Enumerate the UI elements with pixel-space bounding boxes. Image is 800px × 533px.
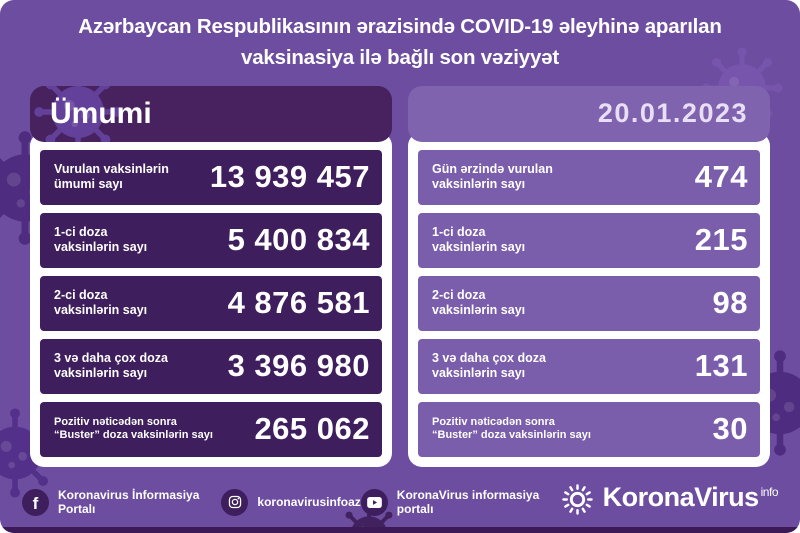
stat-row-daily-dose1: 1-ci doza vaksinlərin sayı 215 <box>418 212 760 268</box>
stat-label: 3 və daha çox doza vaksinlərin sayı <box>432 351 546 380</box>
stat-label: 1-ci doza vaksinlərin sayı <box>432 225 526 254</box>
stat-row-daily-dose2: 2-ci doza vaksinlərin sayı 98 <box>418 275 760 331</box>
total-column-header: Ümumi <box>30 85 392 142</box>
stat-row-daily-dose3plus: 3 və daha çox doza vaksinlərin sayı 131 <box>418 338 760 394</box>
koronavirus-logo: KoronaVirus info <box>561 482 779 521</box>
youtube-link[interactable]: KoronaVirus informasiya portalı <box>360 488 561 516</box>
stat-row-daily-vaccines: Gün ərzində vurulan vaksinlərin sayı 474 <box>418 149 760 205</box>
stat-value: 265 062 <box>254 411 370 446</box>
daily-column-header: 20.01.2023 <box>408 85 770 142</box>
stat-value: 4 876 581 <box>227 285 370 320</box>
youtube-label: KoronaVirus informasiya portalı <box>396 488 540 516</box>
stat-label: 2-ci doza vaksinlərin sayı <box>432 288 526 317</box>
instagram-label: koronavirusinfoaz <box>257 495 361 509</box>
page-title: Azərbaycan Respublikasının ərazisində CO… <box>0 0 800 74</box>
daily-column: 20.01.2023 Gün ərzində vurulan vaksinlər… <box>408 85 770 467</box>
stat-label: 2-ci doza vaksinlərin sayı <box>54 288 148 317</box>
stat-label: Pozitiv nəticədən sonra “Buster” doza va… <box>432 415 591 441</box>
stat-value: 474 <box>694 159 748 194</box>
facebook-link[interactable]: f Koronavirus İnformasiya Portalı <box>22 488 221 516</box>
date-label: 20.01.2023 <box>597 98 748 128</box>
instagram-icon <box>221 488 249 516</box>
stat-row-total-vaccines: Vurulan vaksinlərin ümumi sayı 13 939 45… <box>40 149 382 205</box>
stat-label: Gün ərzində vurulan vaksinlərin sayı <box>432 162 553 191</box>
stat-row-total-dose1: 1-ci doza vaksinlərin sayı 5 400 834 <box>40 212 382 268</box>
youtube-icon <box>360 488 388 516</box>
bottom-edge-strip <box>0 527 800 533</box>
facebook-label: Koronavirus İnformasiya Portalı <box>58 488 200 516</box>
stat-label: Pozitiv nəticədən sonra “Buster” doza va… <box>54 415 213 441</box>
stat-value: 131 <box>694 348 748 383</box>
stat-label: Vurulan vaksinlərin ümumi sayı <box>54 162 169 191</box>
stats-columns: Ümumi Vurulan vaksinlərin ümumi sayı 13 … <box>0 74 800 467</box>
stat-row-total-dose2: 2-ci doza vaksinlərin sayı 4 876 581 <box>40 275 382 331</box>
stat-value: 215 <box>694 222 748 257</box>
total-stats-panel: Vurulan vaksinlərin ümumi sayı 13 939 45… <box>30 131 392 467</box>
page-title-line1: Azərbaycan Respublikasının ərazisində CO… <box>78 15 722 38</box>
stat-row-total-dose3plus: 3 və daha çox doza vaksinlərin sayı 3 39… <box>40 338 382 394</box>
koronavirus-logo-sup: info <box>760 485 779 499</box>
instagram-link[interactable]: koronavirusinfoaz <box>221 488 361 516</box>
koronavirus-logo-text: KoronaVirus info <box>602 482 779 512</box>
stat-row-daily-booster: Pozitiv nəticədən sonra “Buster” doza va… <box>418 401 760 457</box>
facebook-icon: f <box>22 488 49 516</box>
daily-stats-panel: Gün ərzində vurulan vaksinlərin sayı 474… <box>408 131 770 467</box>
stat-label: 3 və daha çox doza vaksinlərin sayı <box>54 351 168 380</box>
stat-value: 98 <box>712 285 748 320</box>
total-column-title: Ümumi <box>50 96 152 130</box>
stat-value: 13 939 457 <box>209 159 370 194</box>
stat-value: 30 <box>712 411 748 446</box>
stat-value: 5 400 834 <box>227 222 370 257</box>
stat-row-total-booster: Pozitiv nəticədən sonra “Buster” doza va… <box>40 401 382 457</box>
koronavirus-logo-icon <box>561 483 594 521</box>
total-column: Ümumi Vurulan vaksinlərin ümumi sayı 13 … <box>30 85 392 467</box>
page-title-line2: vaksinasiya ilə bağlı son vəziyyət <box>241 45 559 69</box>
stat-value: 3 396 980 <box>227 348 370 383</box>
footer: f Koronavirus İnformasiya Portalı korona… <box>0 482 800 521</box>
stat-label: 1-ci doza vaksinlərin sayı <box>54 225 148 254</box>
